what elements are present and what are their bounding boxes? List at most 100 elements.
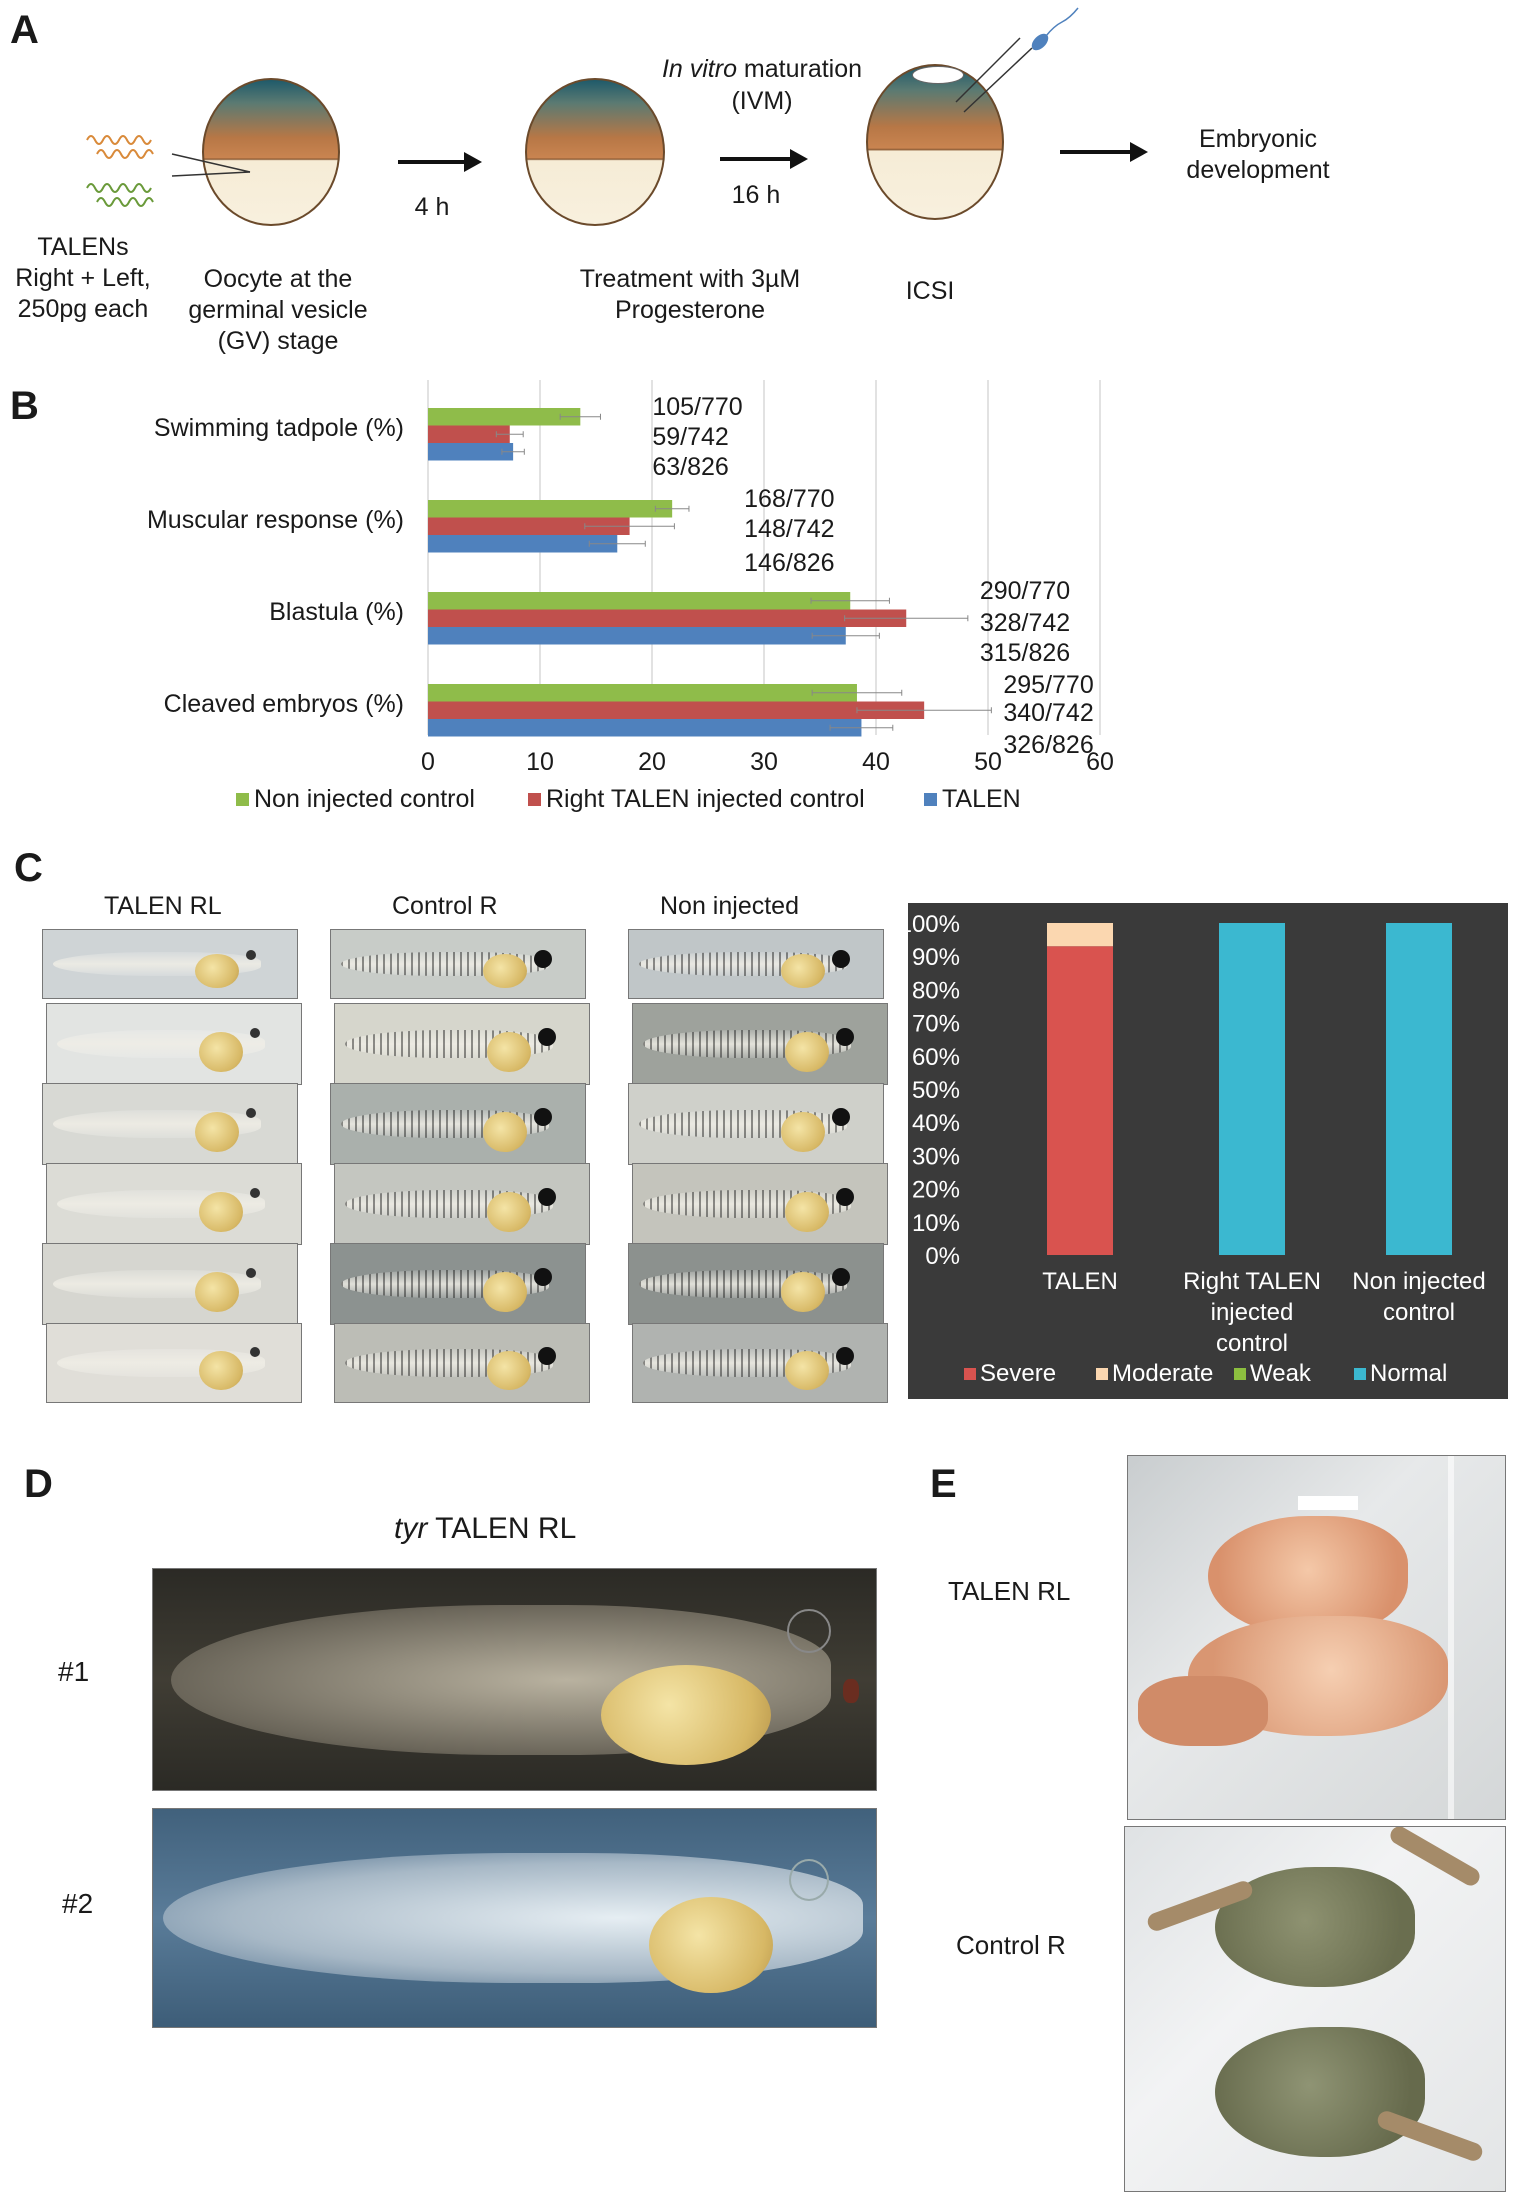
legend-swatch bbox=[1234, 1368, 1246, 1380]
arrow-4h-label: 4 h bbox=[414, 193, 450, 221]
stacked-bar-segment bbox=[1047, 923, 1113, 947]
legend-swatch bbox=[1354, 1368, 1366, 1380]
progesterone-label: Treatment with 3µM Progesterone bbox=[579, 265, 801, 324]
x-category-label: control bbox=[1216, 1330, 1288, 1357]
y-tick-label: 30% bbox=[912, 1143, 960, 1170]
y-tick-label: 100% bbox=[908, 911, 960, 938]
x-tick-label: 40 bbox=[862, 748, 890, 776]
bar bbox=[428, 535, 618, 553]
legend-swatch bbox=[964, 1368, 976, 1380]
x-tick-label: 60 bbox=[1086, 748, 1114, 776]
count-label: 326/826 bbox=[1003, 731, 1093, 759]
tadpole-photo bbox=[330, 1083, 586, 1165]
y-tick-label: 80% bbox=[912, 977, 960, 1004]
x-tick-label: 20 bbox=[638, 748, 666, 776]
tadpole-photo bbox=[628, 1083, 884, 1165]
col-title-control-r: Control R bbox=[392, 892, 498, 920]
x-category-label: injected bbox=[1211, 1299, 1294, 1326]
stacked-bar-segment bbox=[1219, 923, 1285, 1255]
panel-letter-d: D bbox=[24, 1462, 53, 1506]
count-label: 148/742 bbox=[744, 515, 834, 543]
tadpole-photo bbox=[334, 1323, 590, 1403]
x-category-label: TALEN bbox=[1042, 1268, 1118, 1295]
tadpole-photo bbox=[42, 1243, 298, 1325]
y-tick-label: 0% bbox=[925, 1243, 960, 1270]
y-tick-label: 20% bbox=[912, 1177, 960, 1204]
panel-d-title: tyr TALEN RL bbox=[394, 1512, 577, 1545]
category-label: Swimming tadpole (%) bbox=[154, 414, 404, 442]
tadpole-photo bbox=[330, 929, 586, 999]
bar bbox=[428, 609, 907, 627]
oocyte-progesterone bbox=[525, 78, 665, 226]
ivm-abbrev: (IVM) bbox=[731, 87, 793, 115]
x-category-label: Non injected bbox=[1352, 1268, 1485, 1295]
bar bbox=[428, 517, 630, 535]
legend-label: Normal bbox=[1370, 1360, 1447, 1387]
legend-swatch bbox=[1096, 1368, 1108, 1380]
count-label: 328/742 bbox=[980, 609, 1070, 637]
count-label: 168/770 bbox=[744, 485, 834, 513]
count-label: 295/770 bbox=[1003, 671, 1093, 699]
talen-waves-icon bbox=[86, 135, 154, 207]
y-tick-label: 40% bbox=[912, 1110, 960, 1137]
col-title-non-injected: Non injected bbox=[660, 892, 799, 920]
count-label: 340/742 bbox=[1003, 699, 1093, 727]
talens-label: TALENs Right + Left, 250pg each bbox=[15, 233, 151, 323]
frog-label-control-r: Control R bbox=[956, 1930, 1066, 1960]
legend-label: Weak bbox=[1250, 1360, 1312, 1387]
legend-label: Moderate bbox=[1112, 1360, 1213, 1387]
category-label: Blastula (%) bbox=[269, 598, 404, 626]
frog-label-talen-rl: TALEN RL bbox=[948, 1576, 1071, 1606]
panel-letter-e: E bbox=[930, 1462, 957, 1506]
survival-bar-chart: 0 10 20 30 40 50 60 Swimming tadpole (%) 105/770… bbox=[147, 380, 1114, 813]
count-label: 59/742 bbox=[652, 423, 728, 451]
category-label: Muscular response (%) bbox=[147, 506, 404, 534]
bar bbox=[428, 425, 510, 443]
tadpole-photo bbox=[330, 1243, 586, 1325]
polar-body-icon bbox=[912, 66, 964, 84]
icsi-label: ICSI bbox=[905, 277, 955, 305]
legend-swatch bbox=[236, 793, 249, 806]
bar bbox=[428, 627, 846, 645]
x-tick-label: 50 bbox=[974, 748, 1002, 776]
bar bbox=[428, 408, 581, 426]
y-tick-label: 50% bbox=[912, 1077, 960, 1104]
count-label: 290/770 bbox=[980, 577, 1070, 605]
panel-letter-a: A bbox=[10, 8, 39, 52]
legend-swatch bbox=[528, 793, 541, 806]
y-tick-label: 90% bbox=[912, 944, 960, 971]
x-tick-label: 30 bbox=[750, 748, 778, 776]
count-label: 146/826 bbox=[744, 549, 834, 577]
embryonic-development-label: Embryonic development bbox=[1186, 125, 1330, 184]
sperm-pipette-icon bbox=[955, 7, 1079, 113]
stacked-bar-segment bbox=[1386, 923, 1452, 1255]
x-tick-label: 10 bbox=[526, 748, 554, 776]
tadpole-photo bbox=[46, 1003, 302, 1085]
legend-label: Right TALEN injected control bbox=[546, 785, 865, 813]
bar bbox=[428, 684, 857, 702]
y-tick-label: 70% bbox=[912, 1011, 960, 1038]
y-tick-label: 10% bbox=[912, 1210, 960, 1237]
tadpole-photo bbox=[334, 1163, 590, 1245]
tadpole-photo bbox=[334, 1003, 590, 1085]
legend-label: Severe bbox=[980, 1360, 1056, 1387]
arrow-16h-label: 16 h bbox=[731, 181, 781, 209]
x-tick-label: 0 bbox=[421, 748, 435, 776]
arrow-4h-icon bbox=[398, 152, 482, 172]
bar bbox=[428, 500, 673, 518]
count-label: 63/826 bbox=[652, 453, 728, 481]
frog-photo-control-r bbox=[1124, 1826, 1506, 2192]
tadpole-photo bbox=[632, 1323, 888, 1403]
count-label: 315/826 bbox=[980, 639, 1070, 667]
frog-photo-talen-rl bbox=[1127, 1455, 1506, 1820]
tadpole-photo bbox=[46, 1163, 302, 1245]
legend-label: TALEN bbox=[942, 785, 1021, 813]
tadpole-photo bbox=[42, 1083, 298, 1165]
x-category-label: control bbox=[1383, 1299, 1455, 1326]
legend-label: Non injected control bbox=[254, 785, 475, 813]
bar bbox=[428, 701, 925, 719]
tadpole-photo-2 bbox=[152, 1808, 877, 2028]
oocyte-label: Oocyte at the germinal vesicle (GV) stag… bbox=[188, 265, 368, 355]
col-title-talen-rl: TALEN RL bbox=[104, 892, 222, 920]
bar bbox=[428, 443, 514, 461]
